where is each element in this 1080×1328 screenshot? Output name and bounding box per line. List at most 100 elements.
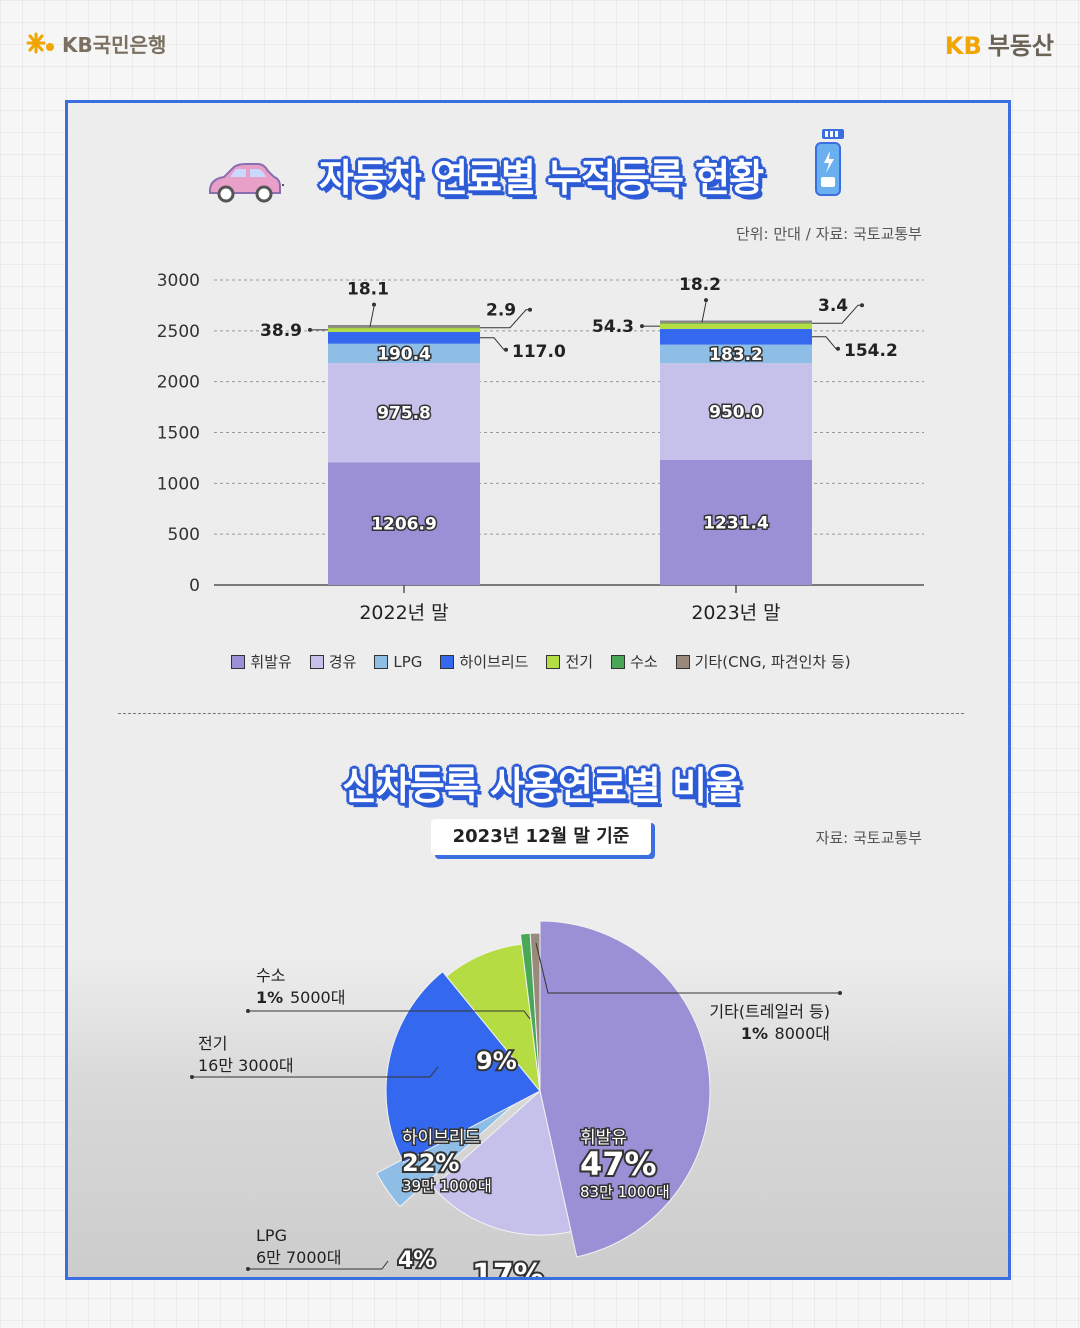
slice-percent-label: 4% (398, 1248, 435, 1273)
pie-slice (376, 1096, 523, 1208)
callout-line (248, 1260, 389, 1270)
bar-segment (328, 325, 480, 328)
legend-swatch (675, 654, 690, 669)
x-category-label: 2022년 말 (359, 602, 448, 624)
infographic-card: 자동차 연료별 누적등록 현황 단위: 만대 / 자료: 국토교통부 0 500 1… (65, 100, 1011, 1280)
data-label: 38.9 (260, 321, 302, 341)
callout-count: 8000대 (775, 1024, 830, 1043)
slice-count-label: 83만 1000대 (580, 1183, 670, 1201)
y-tick-label: 2500 (157, 322, 200, 342)
star-logo-icon (26, 32, 54, 54)
slice-percent-label: 22% (402, 1149, 459, 1177)
data-label: 1206.9 (371, 515, 437, 535)
data-label: 2.9 (486, 301, 516, 321)
callout-dot (838, 991, 842, 995)
legend-item: 전기 (546, 651, 593, 672)
callout-count: 16만 3000대 (198, 1056, 294, 1075)
leader-dot (860, 303, 864, 308)
data-label: 18.1 (347, 280, 389, 300)
legend-label: 수소 (630, 653, 658, 671)
callout-count: 6만 7000대 (256, 1248, 341, 1267)
legend-swatch (546, 654, 561, 669)
legend-swatch (309, 654, 324, 669)
leader-line (701, 302, 707, 323)
data-label: 950.0 (709, 403, 763, 423)
legend-item: 경유 (309, 651, 357, 672)
y-tick-label: 500 (168, 525, 200, 545)
bar-segment (328, 462, 480, 585)
y-tick-label: 0 (189, 576, 200, 596)
data-label: 975.8 (377, 404, 431, 424)
leader-dot (836, 346, 840, 351)
bar-segment (328, 363, 480, 463)
leader-line (480, 337, 506, 351)
leader-dot (308, 327, 312, 332)
leader-dot (372, 302, 376, 307)
data-label: 154.2 (844, 341, 898, 361)
data-label: 190.4 (377, 344, 431, 364)
leader-dot (704, 298, 708, 303)
pie-source-note: 자료: 국토교통부 (815, 829, 922, 847)
legend-swatch (440, 654, 455, 669)
car-icon (209, 163, 284, 203)
pie-slice (539, 920, 711, 1258)
legend-label: LPG (393, 652, 423, 671)
callout-dot (246, 1267, 250, 1271)
legend-item: 수소 (611, 651, 658, 672)
bar-segment (660, 363, 812, 460)
bank-logo-text: KB국민은행 (62, 32, 167, 57)
bar-segment (660, 328, 812, 345)
pie-slice (445, 943, 541, 1093)
y-tick-label: 3000 (157, 271, 200, 291)
bar-segment (328, 331, 480, 344)
leader-dot (504, 347, 508, 352)
data-label: 18.2 (679, 275, 721, 295)
legend-item: 하이브리드 (440, 651, 528, 672)
data-label: 54.3 (592, 317, 634, 337)
legend-item: 기타(CNG, 파견인차 등) (675, 651, 851, 672)
pie-slice (385, 970, 541, 1164)
slice-name-label: 하이브리드 (402, 1128, 480, 1148)
date-badge: 2023년 12월 말 기준 (431, 819, 651, 855)
callout-name: 기타(트레일러 등) (709, 1002, 830, 1021)
bar-segment (660, 323, 812, 329)
callout-percent: 1% (256, 988, 283, 1007)
bar-segment (328, 327, 480, 329)
data-label: 1231.4 (703, 513, 769, 533)
legend-label: 기타(CNG, 파견인차 등) (694, 653, 851, 671)
stacked-bar-chart: 0 500 1000 1500 2000 2500 3000 2022년 말 1206.9 975… (157, 271, 924, 624)
pie-slice (529, 932, 541, 1092)
leader-dot (640, 324, 644, 329)
pie-slice (432, 1090, 572, 1236)
data-label: 3.4 (818, 296, 848, 316)
legend-swatch (231, 654, 246, 669)
bar-segment (660, 323, 812, 324)
callout-count: 5000대 (290, 988, 345, 1007)
legend-label: 경유 (328, 653, 357, 671)
leader-line (812, 336, 838, 350)
slice-percent-label: 9% (476, 1047, 517, 1075)
legend-swatch (611, 654, 626, 669)
data-label: 183.2 (709, 345, 763, 365)
legend-label: 전기 (565, 653, 594, 671)
legend-label: 휘발유 (250, 653, 292, 671)
kb-real-estate-logo: KB 부동산 (945, 26, 1054, 61)
callout-percent: 1% (741, 1024, 768, 1043)
bar-segment (660, 344, 812, 364)
ev-charger-icon (815, 129, 844, 196)
y-tick-label: 1000 (157, 474, 200, 494)
legend-swatch (374, 654, 389, 669)
bar-segment (328, 327, 480, 332)
legend-label: 하이브리드 (459, 653, 529, 671)
callout-line (248, 1010, 531, 1020)
slice-percent-label: 47% (580, 1145, 657, 1183)
bar-segment (660, 459, 812, 585)
brand-kb: KB (944, 32, 982, 60)
legend-item: 휘발유 (231, 651, 292, 672)
y-tick-label: 1500 (157, 424, 200, 444)
callout-line (192, 1066, 439, 1078)
callout-line (535, 942, 840, 994)
new-car-fuel-ratio-title: 신차등록 사용연료별 비율 (341, 764, 741, 808)
callout-name: 수소 (256, 966, 285, 985)
